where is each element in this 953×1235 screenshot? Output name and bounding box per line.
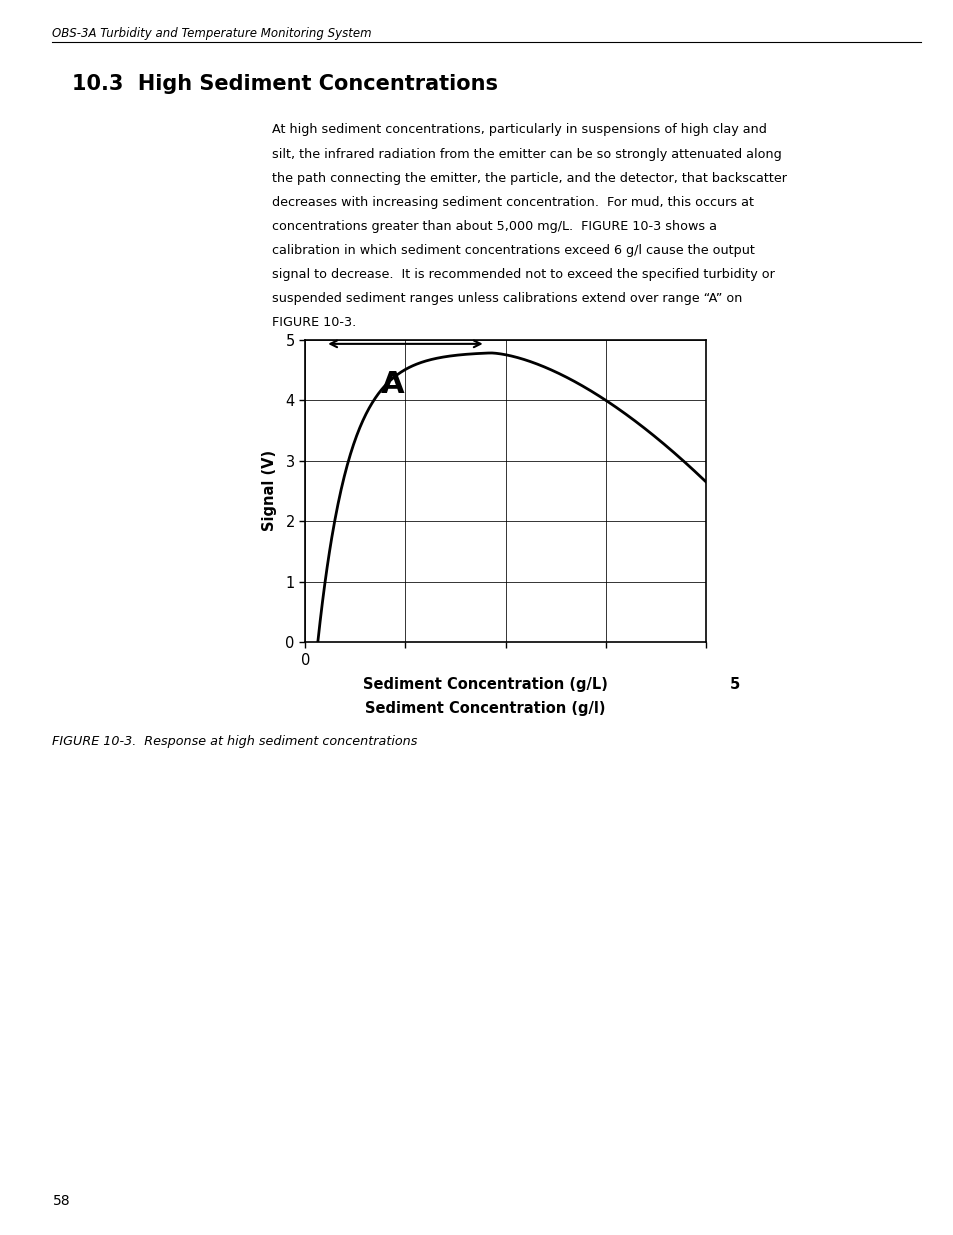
Text: Sediment Concentration (g/l): Sediment Concentration (g/l): [365, 701, 605, 716]
Text: decreases with increasing sediment concentration.  For mud, this occurs at: decreases with increasing sediment conce…: [272, 195, 753, 209]
Text: FIGURE 10-3.: FIGURE 10-3.: [272, 316, 355, 330]
Text: silt, the infrared radiation from the emitter can be so strongly attenuated alon: silt, the infrared radiation from the em…: [272, 148, 781, 161]
Text: A: A: [380, 370, 404, 399]
Text: 10.3  High Sediment Concentrations: 10.3 High Sediment Concentrations: [71, 74, 497, 94]
Text: signal to decrease.  It is recommended not to exceed the specified turbidity or: signal to decrease. It is recommended no…: [272, 268, 774, 282]
Text: FIGURE 10-3.  Response at high sediment concentrations: FIGURE 10-3. Response at high sediment c…: [52, 735, 417, 748]
Y-axis label: Signal (V): Signal (V): [262, 451, 277, 531]
Text: At high sediment concentrations, particularly in suspensions of high clay and: At high sediment concentrations, particu…: [272, 124, 766, 137]
Text: calibration in which sediment concentrations exceed 6 g/l cause the output: calibration in which sediment concentrat…: [272, 245, 754, 257]
Text: suspended sediment ranges unless calibrations extend over range “A” on: suspended sediment ranges unless calibra…: [272, 291, 741, 305]
Text: the path connecting the emitter, the particle, and the detector, that backscatte: the path connecting the emitter, the par…: [272, 172, 786, 185]
Text: concentrations greater than about 5,000 mg/L.  FIGURE 10-3 shows a: concentrations greater than about 5,000 …: [272, 220, 716, 233]
Text: 58: 58: [52, 1194, 70, 1208]
Text: OBS-3A Turbidity and Temperature Monitoring System: OBS-3A Turbidity and Temperature Monitor…: [52, 27, 372, 41]
Text: 5: 5: [729, 677, 740, 692]
Text: Sediment Concentration (g/L): Sediment Concentration (g/L): [363, 677, 607, 692]
